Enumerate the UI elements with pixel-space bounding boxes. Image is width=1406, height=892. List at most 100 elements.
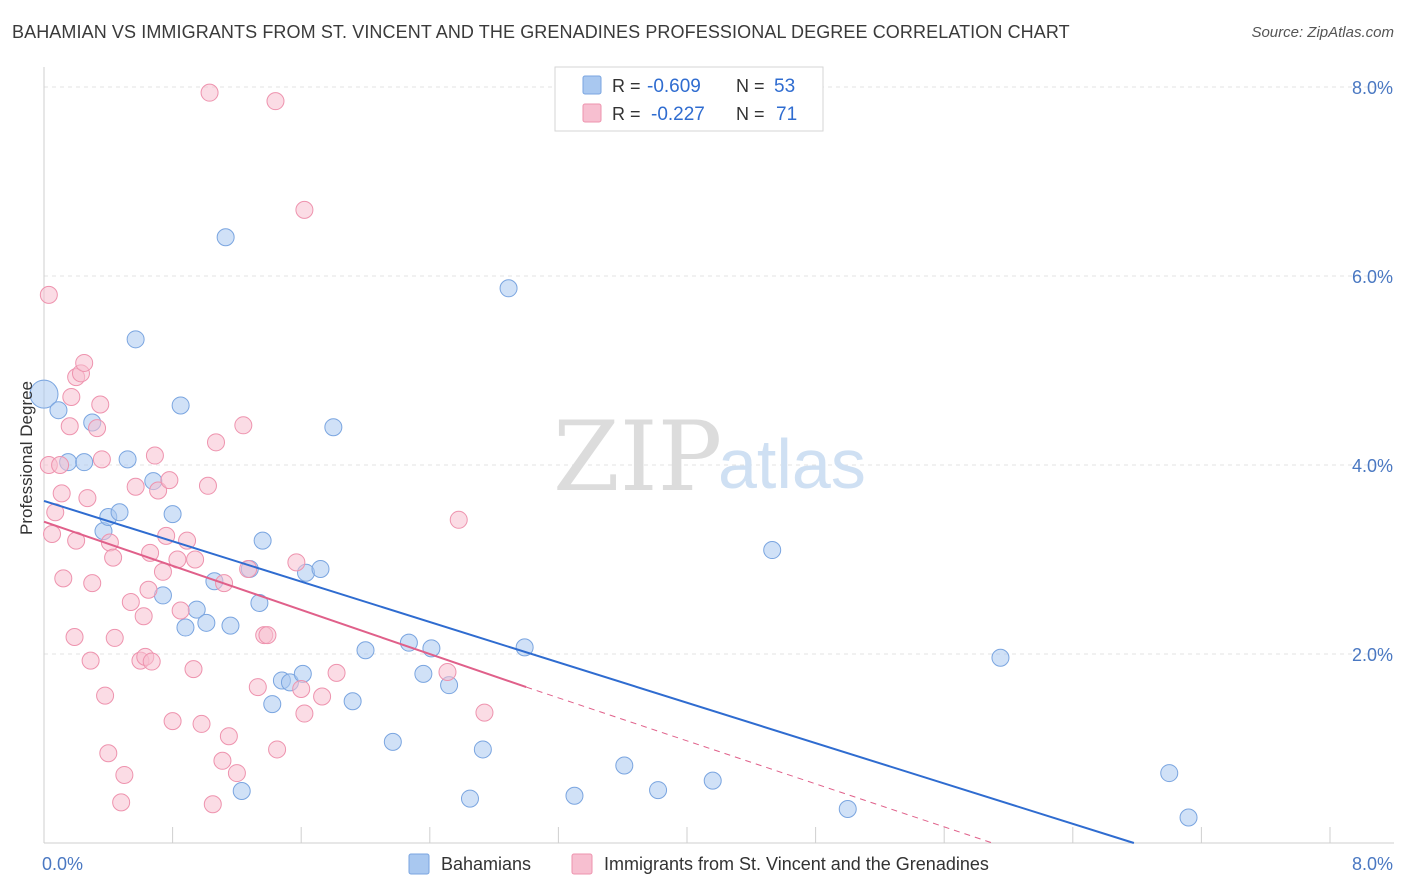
- immigrants-point-27: [121, 593, 140, 612]
- immigrants-point-8: [62, 387, 81, 406]
- y-tick-label-1: 4.0%: [1352, 456, 1393, 476]
- immigrants-point-36: [149, 481, 168, 500]
- watermark-zip: ZIP: [553, 401, 722, 513]
- stats-legend-swatch-immigrants: [582, 103, 602, 123]
- bahamians-point-31: [343, 692, 362, 711]
- legend-swatch-immigrants: [571, 853, 593, 875]
- watermark: ZIP atlas: [553, 401, 866, 513]
- immigrants-point-28: [126, 477, 145, 496]
- watermark-atlas: atlas: [718, 425, 866, 503]
- immigrants-point-24: [105, 628, 124, 647]
- immigrants-point-32: [139, 580, 158, 599]
- immigrants-trend-extension: [526, 686, 993, 844]
- legend-swatch-bahamians: [408, 853, 430, 875]
- immigrants-point-48: [200, 83, 219, 102]
- immigrants-point-63: [292, 679, 311, 698]
- immigrants-point-64: [295, 704, 314, 723]
- bahamians-trend-line: [43, 499, 1135, 844]
- immigrants-point-50: [207, 433, 226, 452]
- bahamians-point-41: [515, 638, 534, 657]
- immigrants-point-47: [198, 476, 217, 495]
- bahamians-point-8: [118, 450, 137, 469]
- bahamians-point-16: [197, 613, 216, 632]
- bahamians-point-40: [499, 279, 518, 298]
- bahamians-point-50: [1179, 808, 1198, 827]
- immigrants-point-68: [438, 662, 457, 681]
- stats-legend: R = -0.609 N = 53 R = -0.227 N = 71: [554, 66, 824, 132]
- bahamians-point-43: [615, 756, 634, 775]
- bahamians-point-22: [250, 593, 269, 612]
- bahamians-point-33: [383, 732, 402, 751]
- x-tick-label-0: 0.0%: [42, 854, 83, 874]
- immigrants-point-39: [160, 471, 179, 490]
- stats-r-label-1: R =: [612, 104, 641, 124]
- bahamians-point-19: [221, 616, 240, 635]
- x-tick-label-1: 8.0%: [1352, 854, 1393, 874]
- immigrants-point-21: [99, 744, 118, 763]
- bahamians-point-42: [565, 786, 584, 805]
- immigrants-point-62: [287, 553, 306, 572]
- immigrants-point-65: [295, 200, 314, 219]
- immigrants-point-13: [75, 353, 94, 372]
- immigrants-point-60: [266, 92, 285, 111]
- immigrants-point-30: [134, 607, 153, 626]
- stats-r-value-1: -0.227: [651, 104, 705, 125]
- immigrants-point-37: [153, 562, 172, 581]
- bahamians-point-3: [75, 453, 94, 472]
- y-tick-labels: 2.0% 4.0% 6.0% 8.0%: [1352, 78, 1393, 665]
- bahamians-point-48: [991, 648, 1010, 667]
- data-points: [29, 83, 1198, 827]
- bahamians-point-1: [49, 401, 68, 420]
- legend-label-bahamians: Bahamians: [441, 854, 531, 874]
- immigrants-point-17: [88, 419, 107, 438]
- immigrants-point-0: [39, 285, 58, 304]
- immigrants-point-16: [83, 574, 102, 593]
- immigrants-point-2: [43, 524, 62, 543]
- immigrants-point-18: [91, 395, 110, 414]
- immigrants-point-34: [142, 652, 161, 671]
- immigrants-point-59: [258, 626, 277, 645]
- immigrants-point-67: [327, 663, 346, 682]
- bahamians-point-7: [110, 503, 129, 522]
- bahamians-point-29: [311, 559, 330, 578]
- x-tick-labels: 0.0% 8.0%: [42, 854, 1393, 874]
- stats-n-value-1: 71: [776, 104, 797, 125]
- immigrants-point-55: [234, 416, 253, 435]
- immigrants-point-4: [51, 456, 70, 474]
- bahamians-point-49: [1160, 764, 1179, 783]
- stats-legend-swatch-bahamians: [582, 75, 602, 95]
- bahamians-point-45: [703, 771, 722, 790]
- axes: [43, 67, 1394, 844]
- bahamians-point-30: [324, 418, 343, 437]
- bahamians-point-27: [293, 664, 312, 683]
- bahamians-point-0: [29, 379, 59, 409]
- bahamians-point-14: [176, 618, 195, 637]
- immigrants-point-54: [227, 764, 246, 783]
- immigrants-point-35: [145, 446, 164, 465]
- immigrants-point-42: [171, 601, 190, 620]
- bahamians-point-46: [763, 541, 782, 560]
- bahamians-point-9: [126, 330, 145, 349]
- y-axis-label: Professional Degree: [17, 381, 36, 535]
- trend-lines: [43, 499, 1135, 844]
- bahamians-point-38: [460, 789, 479, 808]
- immigrants-point-7: [60, 417, 79, 436]
- bahamians-point-13: [171, 396, 190, 415]
- immigrants-point-69: [449, 510, 468, 529]
- immigrants-point-61: [268, 740, 287, 759]
- immigrants-point-40: [163, 712, 182, 731]
- bahamians-point-44: [649, 781, 668, 800]
- stats-r-value-0: -0.609: [647, 76, 701, 97]
- immigrants-point-6: [54, 569, 73, 588]
- immigrants-point-23: [104, 548, 123, 567]
- immigrants-point-53: [219, 727, 238, 746]
- stats-r-label-0: R =: [612, 76, 641, 96]
- bahamians-point-32: [356, 641, 375, 660]
- immigrants-point-14: [78, 489, 97, 508]
- immigrants-point-9: [65, 627, 84, 646]
- bahamians-point-24: [263, 695, 282, 714]
- immigrants-point-19: [92, 450, 111, 469]
- immigrants-point-44: [184, 660, 203, 679]
- stats-n-value-0: 53: [774, 76, 795, 97]
